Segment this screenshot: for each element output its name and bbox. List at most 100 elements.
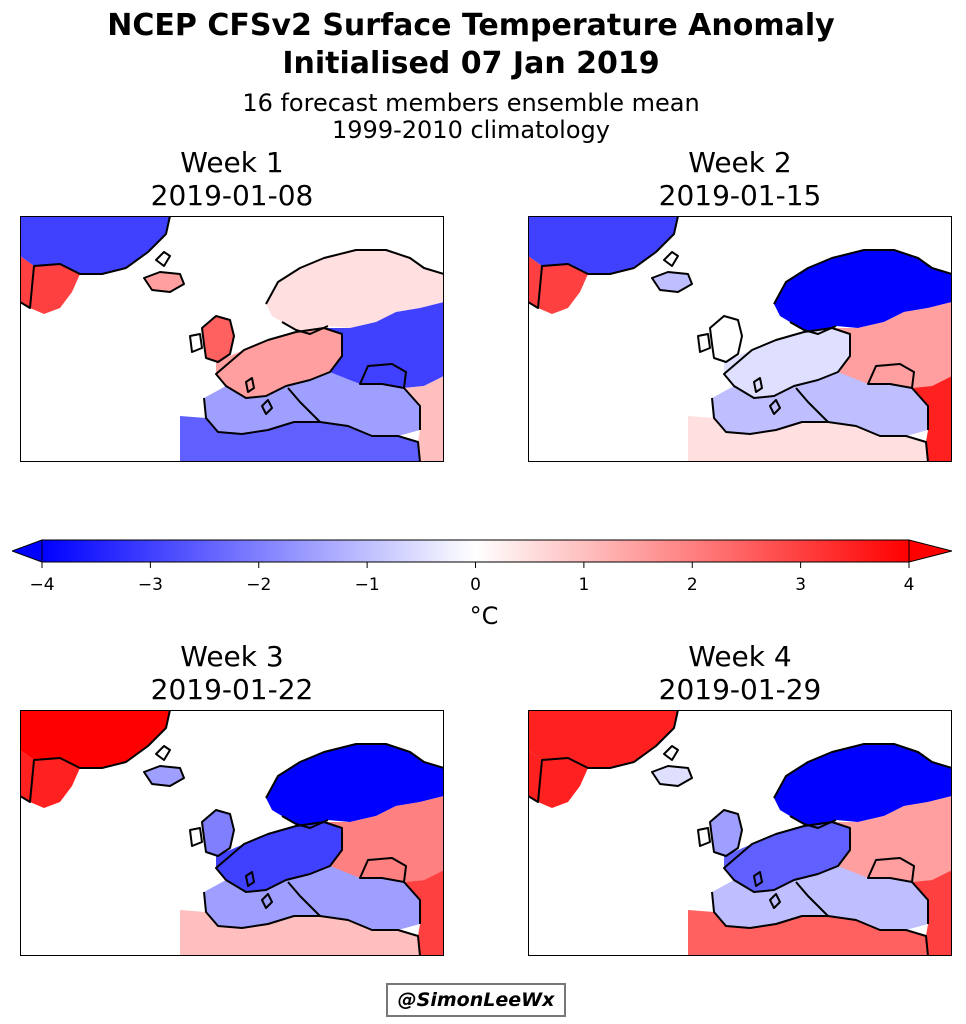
- anomaly-region-uk: [710, 810, 742, 856]
- coastline: [189, 827, 203, 847]
- map-frame: [20, 710, 444, 956]
- panel-4-date: 2019-01-29: [658, 673, 822, 706]
- anomaly-region-iceland: [144, 272, 184, 292]
- anomaly-region-uk: [202, 316, 234, 362]
- anomaly-region-north-africa: [180, 416, 420, 462]
- coastline: [663, 251, 679, 267]
- anomaly-region-scandinavia: [266, 250, 444, 334]
- figure-title-initialisation: Initialised 07 Jan 2019: [282, 46, 660, 81]
- coastline: [773, 743, 952, 799]
- coastline: [201, 315, 235, 363]
- anomaly-region-greenland: [528, 710, 678, 768]
- coastline: [143, 271, 185, 293]
- anomaly-region-scandinavia: [774, 250, 952, 334]
- coastline: [20, 216, 171, 309]
- colorbar-tick-label: 4: [904, 575, 915, 595]
- colorbar-unit-label: °C: [470, 602, 499, 630]
- map-frame: [528, 216, 952, 462]
- anomaly-region-eastern-europe: [324, 302, 444, 388]
- coastline: [867, 857, 915, 883]
- coastline: [215, 327, 343, 399]
- anomaly-region-uk: [202, 810, 234, 856]
- panel-3-week: Week 3: [180, 640, 284, 673]
- colorbar: −4 −3 −2 −1 0 1 2 3 4 °C: [10, 538, 953, 638]
- anomaly-region-greenland: [528, 216, 678, 274]
- coastline: [261, 399, 273, 415]
- panel-2-week: Week 2: [688, 146, 792, 179]
- colorbar-tick-label: 1: [578, 575, 589, 595]
- coastline: [769, 893, 781, 909]
- colorbar-gradient: [41, 539, 910, 563]
- coastline: [245, 377, 255, 393]
- anomaly-region-eastern-europe: [832, 796, 952, 882]
- anomaly-region-uk: [710, 316, 742, 362]
- anomaly-region-middle-east: [912, 376, 952, 462]
- map-panel-week-1: [20, 216, 444, 462]
- coastline: [789, 321, 837, 335]
- coastline: [203, 891, 421, 956]
- coastline: [769, 399, 781, 415]
- coastline: [753, 871, 763, 887]
- coastline: [403, 387, 421, 430]
- coastline: [189, 333, 203, 353]
- coastline: [795, 387, 829, 423]
- figure-title: NCEP CFSv2 Surface Temperature Anomaly: [107, 8, 835, 43]
- anomaly-region-scandinavia: [774, 744, 952, 828]
- coastline: [651, 765, 693, 787]
- coastline: [281, 321, 329, 335]
- anomaly-region-eastern-europe: [324, 796, 444, 882]
- anomaly-region-middle-east: [404, 376, 444, 462]
- coastline: [911, 881, 929, 924]
- anomaly-region-middle-east: [404, 870, 444, 956]
- coastline: [281, 815, 329, 829]
- anomaly-region-mediterranean: [204, 372, 420, 436]
- anomaly-region-greenland: [20, 710, 170, 768]
- author-credit: @SimonLeeWx: [386, 983, 566, 1017]
- coastline: [711, 397, 929, 462]
- colorbar-tick-label: −4: [29, 575, 54, 595]
- coastline: [723, 327, 851, 399]
- coastline: [403, 881, 421, 924]
- anomaly-region-greenland: [20, 216, 170, 274]
- panel-1-date: 2019-01-08: [150, 179, 314, 212]
- coastline: [709, 809, 743, 857]
- panel-1-week: Week 1: [180, 146, 284, 179]
- coastline: [265, 249, 444, 305]
- map-frame: [528, 710, 952, 956]
- anomaly-region-iceland: [144, 766, 184, 786]
- coastline: [911, 387, 929, 430]
- coastline: [287, 881, 321, 917]
- coastline: [359, 857, 407, 883]
- map-panel-week-4: [528, 710, 952, 956]
- anomaly-region-iceland: [652, 766, 692, 786]
- anomaly-region-greenland-sw: [528, 256, 588, 314]
- colorbar-tick-label: 0: [470, 575, 481, 595]
- colorbar-tick-label: −1: [355, 575, 380, 595]
- anomaly-region-mediterranean: [204, 866, 420, 930]
- anomaly-region-mediterranean: [712, 866, 928, 930]
- anomaly-region-middle-east: [912, 870, 952, 956]
- figure-subtitle-climatology: 1999-2010 climatology: [332, 116, 610, 144]
- coastline: [143, 765, 185, 787]
- map-panel-week-2: [528, 216, 952, 462]
- map-frame: [20, 216, 444, 462]
- coastline: [795, 881, 829, 917]
- coastline: [651, 271, 693, 293]
- coastline: [709, 315, 743, 363]
- coastline: [245, 871, 255, 887]
- coastline: [663, 745, 679, 761]
- colorbar-tick-label: −2: [246, 575, 271, 595]
- figure-subtitle-members: 16 forecast members ensemble mean: [242, 89, 700, 117]
- coastline: [359, 363, 407, 389]
- coastline: [528, 710, 679, 803]
- colorbar-tick-label: 2: [687, 575, 698, 595]
- anomaly-region-greenland-sw: [20, 750, 80, 808]
- coastline: [287, 387, 321, 423]
- coastline: [265, 743, 444, 799]
- coastline: [789, 815, 837, 829]
- anomaly-region-north-africa: [688, 416, 928, 462]
- panel-2-date: 2019-01-15: [658, 179, 822, 212]
- anomaly-region-mediterranean: [712, 372, 928, 436]
- coastline: [697, 827, 711, 847]
- colorbar-extend-warm: [908, 539, 953, 563]
